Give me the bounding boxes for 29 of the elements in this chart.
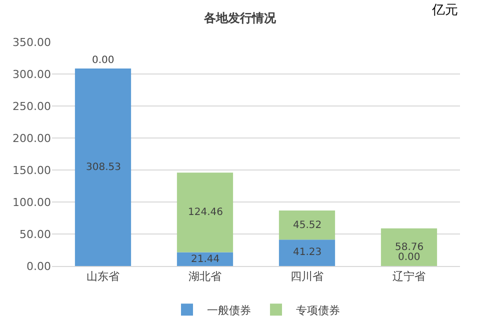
data-label: 21.44	[191, 254, 220, 265]
data-label: 308.53	[86, 162, 121, 173]
y-tick-label: 150.00	[12, 164, 51, 177]
bar	[278, 240, 336, 266]
legend-label: 一般债券	[207, 304, 251, 317]
data-label: 45.52	[293, 220, 322, 231]
bar	[278, 210, 336, 240]
data-label: 58.76	[395, 242, 424, 253]
y-tick-label: 200.00	[12, 132, 51, 145]
data-label: 0.00	[398, 252, 420, 263]
y-tick-label: 350.00	[12, 36, 51, 49]
data-label: 0.00	[92, 55, 114, 66]
y-tick-label: 250.00	[12, 100, 51, 113]
bar	[380, 228, 438, 266]
bar	[176, 172, 234, 252]
x-tick-label: 山东省	[86, 270, 120, 284]
x-tick-label: 辽宁省	[392, 270, 426, 284]
chart-title: 各地发行情况	[203, 10, 277, 25]
y-tick-label: 300.00	[12, 68, 51, 81]
x-tick-label: 四川省	[290, 270, 324, 284]
y-tick-label: 0.00	[26, 260, 51, 273]
bar	[74, 68, 132, 266]
data-label: 41.23	[293, 247, 322, 258]
legend-label: 专项债券	[296, 304, 340, 317]
data-label: 124.46	[188, 207, 223, 218]
text: 亿元	[431, 3, 458, 18]
y-tick-label: 50.00	[20, 228, 51, 241]
y-tick-label: 100.00	[12, 196, 51, 209]
x-tick-label: 湖北省	[188, 270, 222, 284]
